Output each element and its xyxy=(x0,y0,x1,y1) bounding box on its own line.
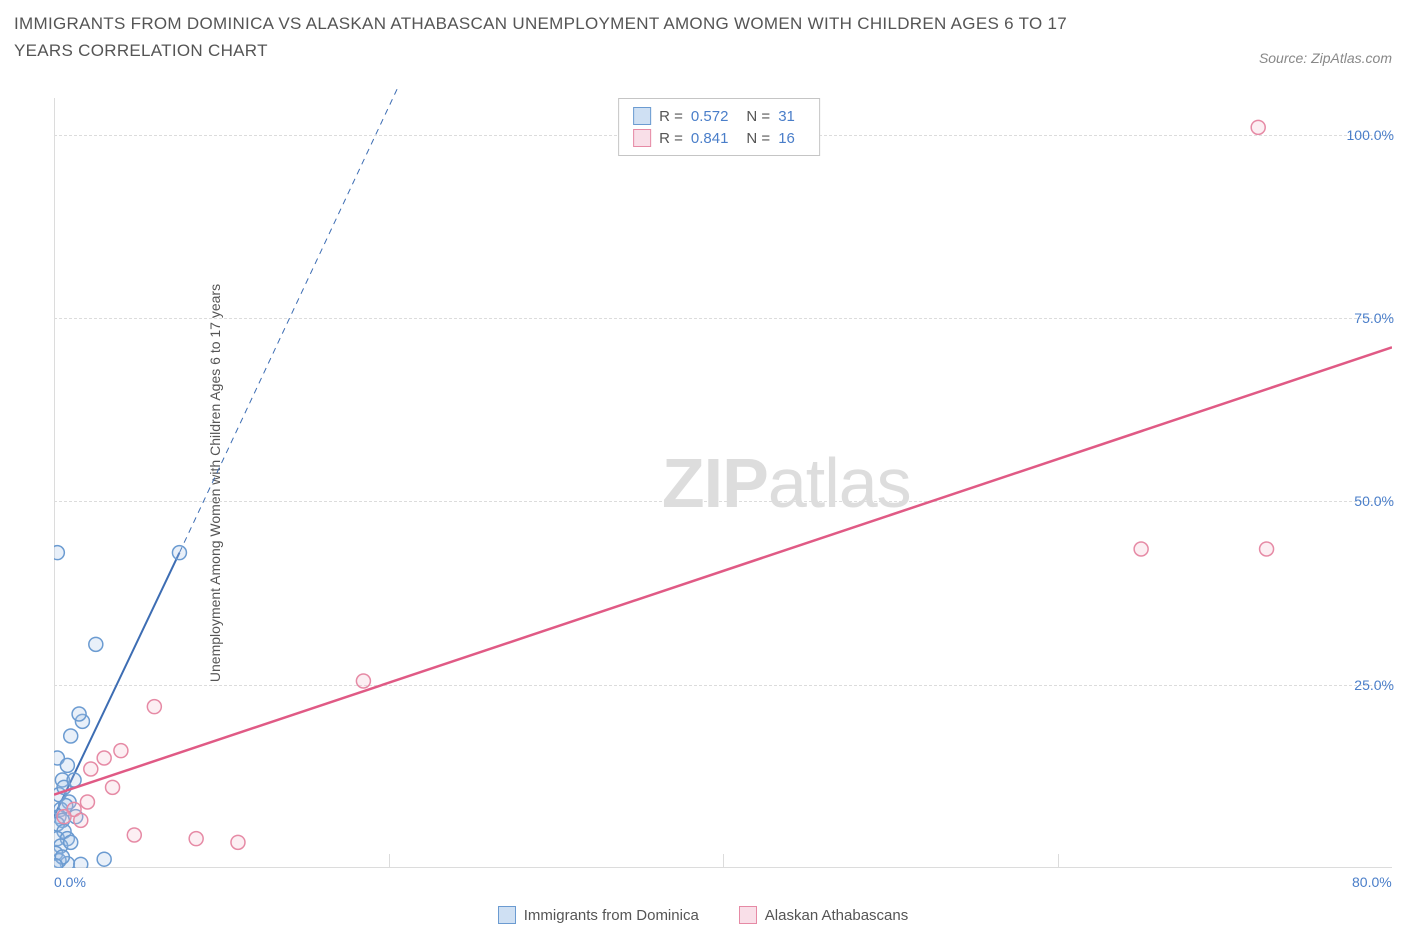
chart-plot-area: Unemployment Among Women with Children A… xyxy=(46,98,1392,868)
scatter-point xyxy=(189,832,203,846)
legend-item: Immigrants from Dominica xyxy=(498,906,699,924)
scatter-point xyxy=(147,700,161,714)
scatter-point xyxy=(231,835,245,849)
chart-title: IMMIGRANTS FROM DOMINICA VS ALASKAN ATHA… xyxy=(14,10,1114,64)
r-label: R = xyxy=(659,130,683,147)
r-value: 0.572 xyxy=(691,108,729,125)
series-legend: Immigrants from Dominica Alaskan Athabasc… xyxy=(0,906,1406,924)
r-label: R = xyxy=(659,108,683,125)
legend-label: Immigrants from Dominica xyxy=(524,907,699,924)
scatter-point xyxy=(49,859,63,873)
scatter-point xyxy=(114,744,128,758)
regression-line-dashed xyxy=(179,0,472,553)
scatter-point xyxy=(106,780,120,794)
scatter-point xyxy=(1134,542,1148,556)
scatter-point xyxy=(97,852,111,866)
stats-legend-row: R = 0.572 N = 31 xyxy=(633,105,805,127)
scatter-point xyxy=(50,546,64,560)
regression-line xyxy=(54,347,1392,794)
x-tick-label: 80.0% xyxy=(1352,874,1392,890)
legend-swatch xyxy=(633,107,651,125)
scatter-point xyxy=(67,773,81,787)
n-label: N = xyxy=(746,108,770,125)
n-value: 31 xyxy=(778,108,795,125)
legend-swatch xyxy=(498,906,516,924)
scatter-point xyxy=(97,751,111,765)
scatter-point xyxy=(74,857,88,871)
scatter-svg xyxy=(46,98,1392,868)
scatter-point xyxy=(57,810,71,824)
scatter-point xyxy=(84,762,98,776)
stats-legend-box: R = 0.572 N = 31 R = 0.841 N = 16 xyxy=(618,98,820,156)
scatter-point xyxy=(356,674,370,688)
scatter-point xyxy=(172,546,186,560)
stats-legend-row: R = 0.841 N = 16 xyxy=(633,127,805,149)
n-value: 16 xyxy=(778,130,795,147)
scatter-point xyxy=(64,729,78,743)
legend-swatch xyxy=(739,906,757,924)
x-tick-label: 0.0% xyxy=(54,874,86,890)
scatter-point xyxy=(74,813,88,827)
n-label: N = xyxy=(746,130,770,147)
scatter-point xyxy=(64,835,78,849)
scatter-point xyxy=(127,828,141,842)
scatter-point xyxy=(1251,120,1265,134)
scatter-point xyxy=(89,637,103,651)
r-value: 0.841 xyxy=(691,130,729,147)
scatter-point xyxy=(72,707,86,721)
scatter-point xyxy=(60,758,74,772)
scatter-point xyxy=(1260,542,1274,556)
source-attribution: Source: ZipAtlas.com xyxy=(1259,50,1392,66)
legend-swatch xyxy=(633,129,651,147)
scatter-point xyxy=(80,795,94,809)
legend-item: Alaskan Athabascans xyxy=(739,906,908,924)
legend-label: Alaskan Athabascans xyxy=(765,907,908,924)
